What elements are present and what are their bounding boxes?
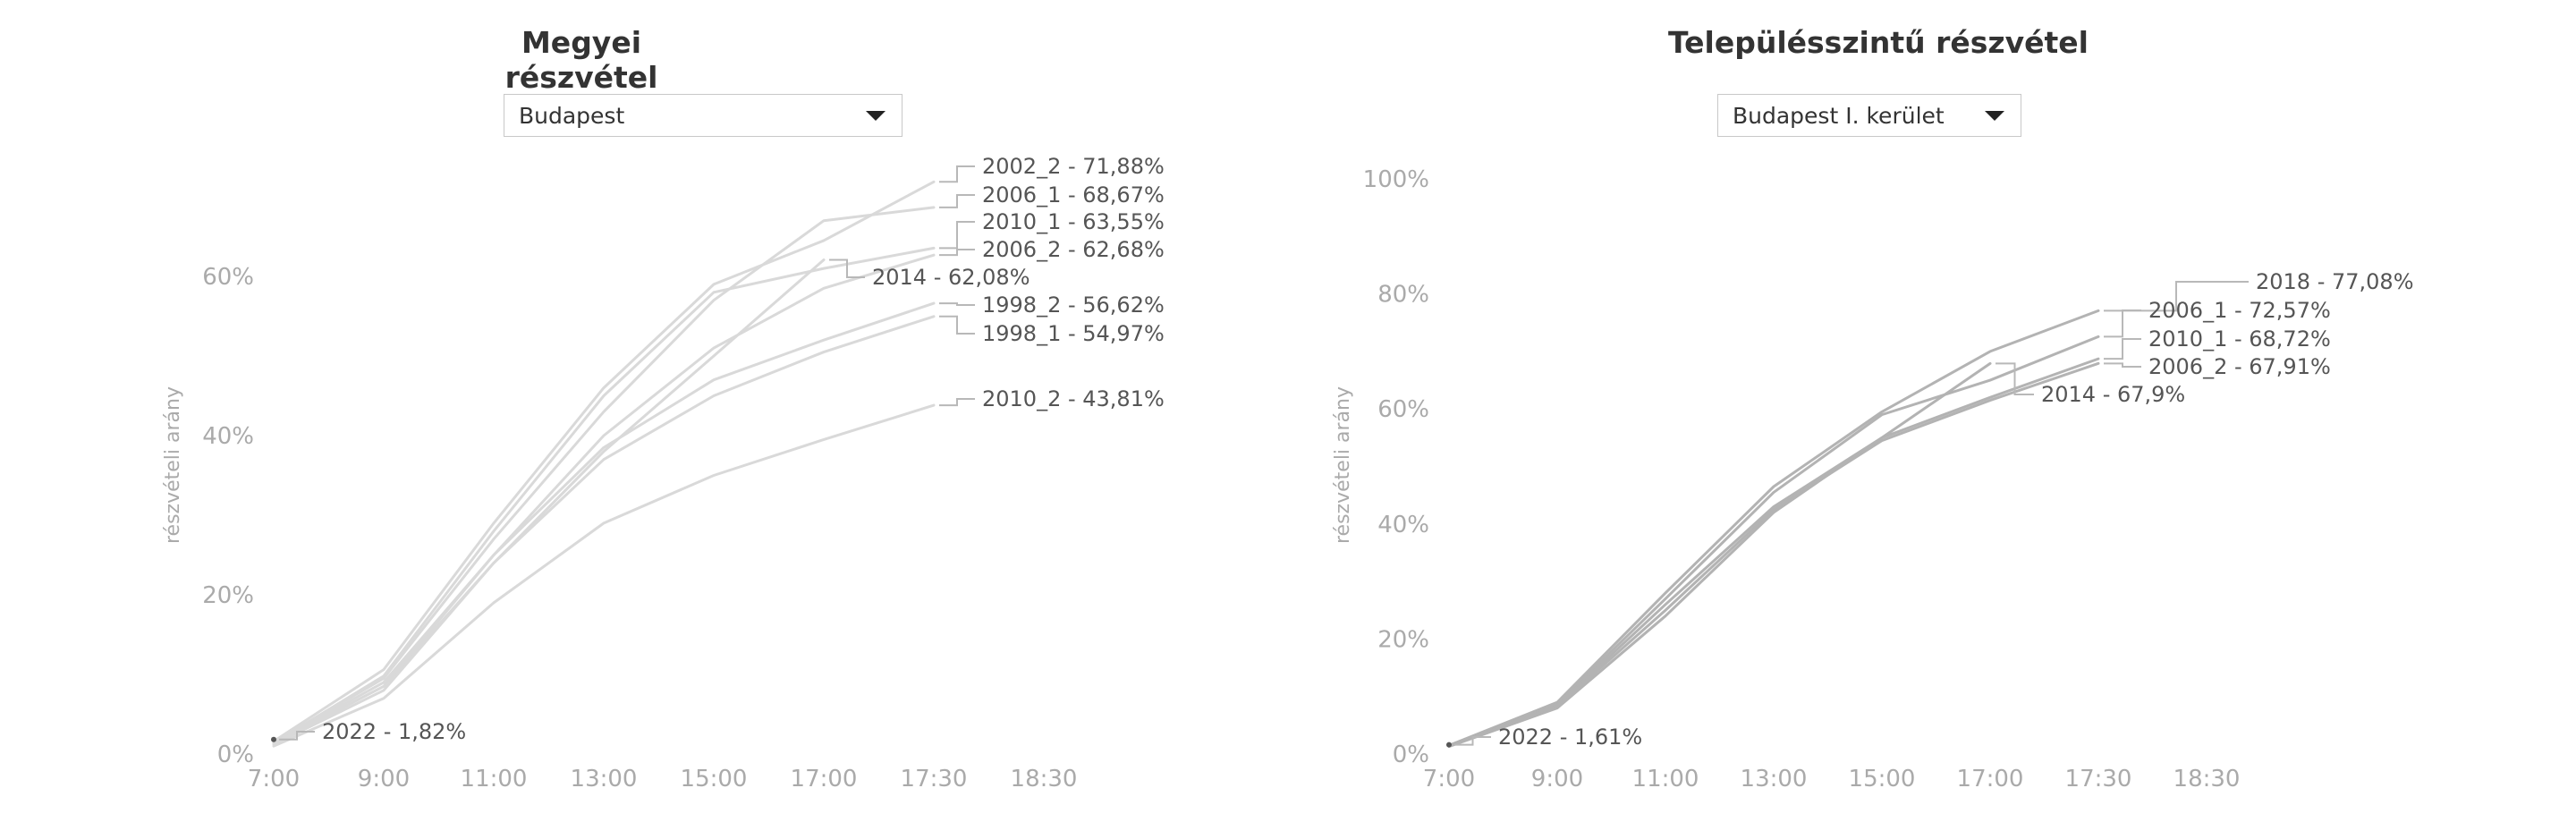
x-tick-label: 11:00 [1632,766,1699,792]
series-line-2010-2[interactable] [272,403,936,748]
y-tick-label: 80% [1377,282,1429,309]
x-tick-label: 17:30 [2065,766,2132,792]
x-tick-label: 18:30 [1011,766,1078,792]
series-end-label: 2018 - 77,08% [2256,269,2414,294]
chevron-down-icon [866,111,886,121]
dropdown-selected-value: Budapest [519,103,625,129]
dropdown-selected-value: Budapest I. kerület [1733,103,1945,129]
x-tick-label: 13:00 [1741,766,1808,792]
series-end-label: 2006_1 - 68,67% [982,182,1165,208]
x-tick-label: 15:00 [681,766,748,792]
chart-title: Településszintű részvétel [1668,25,2089,60]
series-end-label: 2006_2 - 62,68% [982,237,1165,262]
y-tick-label: 0% [1393,742,1429,768]
settlement-dropdown[interactable]: Budapest I. kerület [1717,94,2021,137]
y-tick-label: 100% [1363,166,1429,193]
series-end-label: 2006_1 - 72,57% [2148,298,2331,323]
label-leader-line [939,315,975,335]
label-leader-line [1996,362,2034,395]
label-leader-line [279,731,315,741]
y-tick-label: 40% [202,423,254,450]
x-tick-label: 7:00 [1423,766,1475,792]
series-end-label: 1998_1 - 54,97% [982,321,1165,346]
settlement-turnout-chart: 7:00 9:00 11:00 13:00 15:00 17:00 17:30 18:30 0%… [1332,166,2414,792]
series-end-label: 2002_2 - 71,88% [982,154,1165,179]
series-line-2006-2[interactable] [272,253,936,745]
y-tick-label: 20% [1377,626,1429,653]
x-tick-label: 17:30 [901,766,968,792]
y-axis-label: részvételi arány [162,386,184,544]
x-tick-label: 17:00 [1957,766,2024,792]
y-axis-label: részvételi arány [1332,386,1354,544]
series-line-2010-1[interactable] [272,246,936,745]
series-end-label: 2022 - 1,61% [1498,725,1642,750]
x-tick-label: 13:00 [571,766,638,792]
y-tick-label: 0% [217,742,254,768]
x-tick-label: 17:00 [791,766,858,792]
series-end-label: 2022 - 1,82% [322,719,466,744]
series-line-1998-1[interactable] [272,315,936,746]
series-line-2006-2[interactable] [1447,361,2100,748]
x-tick-label: 18:30 [2174,766,2241,792]
settlement-panel: Településszintű részvétel Budapest I. ke… [1288,0,2576,839]
label-leader-line [939,302,975,306]
y-tick-label: 60% [1377,396,1429,423]
series-line-2002-2[interactable] [272,180,936,743]
y-tick-label: 20% [202,582,254,609]
label-leader-line [2104,338,2141,360]
county-dropdown[interactable]: Budapest [504,94,902,137]
y-tick-label: 60% [202,264,254,291]
series-end-label: 1998_2 - 56,62% [982,292,1165,318]
series-end-label: 2014 - 62,08% [872,265,1030,290]
x-tick-label: 9:00 [1531,766,1583,792]
series-point-2022[interactable] [271,736,276,742]
series-line-2014[interactable] [1447,361,1992,749]
series-point-2022[interactable] [1446,742,1452,748]
x-tick-label: 11:00 [461,766,528,792]
chevron-down-icon [1985,111,2004,121]
series-end-label: 2006_2 - 67,91% [2148,354,2331,379]
series-line-2006-1[interactable] [272,206,936,744]
x-tick-label: 15:00 [1849,766,1916,792]
label-leader-line [2104,309,2141,338]
chart-title: Megyei részvétel [504,25,658,95]
label-leader-line [939,194,975,208]
series-end-label: 2010_1 - 63,55% [982,209,1165,234]
x-tick-label: 7:00 [248,766,300,792]
label-leader-line [939,165,975,183]
series-end-label: 2010_1 - 68,72% [2148,326,2331,352]
y-tick-label: 40% [1377,512,1429,538]
label-leader-line [2104,362,2141,368]
label-leader-line [1454,736,1491,746]
county-panel: Megyei részvétel Budapest 7:00 9:00 11:00 1… [162,25,1165,792]
county-turnout-chart: 7:00 9:00 11:00 13:00 15:00 17:00 17:30 18:30 0%… [162,154,1165,792]
series-line-1998-2[interactable] [272,301,936,745]
x-tick-label: 9:00 [358,766,410,792]
series-line-2010-1[interactable] [1447,357,2100,748]
label-leader-line [939,221,975,250]
label-leader-line [939,249,975,257]
series-end-label: 2010_2 - 43,81% [982,386,1165,411]
series-end-label: 2014 - 67,9% [2041,382,2185,407]
label-leader-line [829,258,865,278]
label-leader-line [939,398,975,407]
